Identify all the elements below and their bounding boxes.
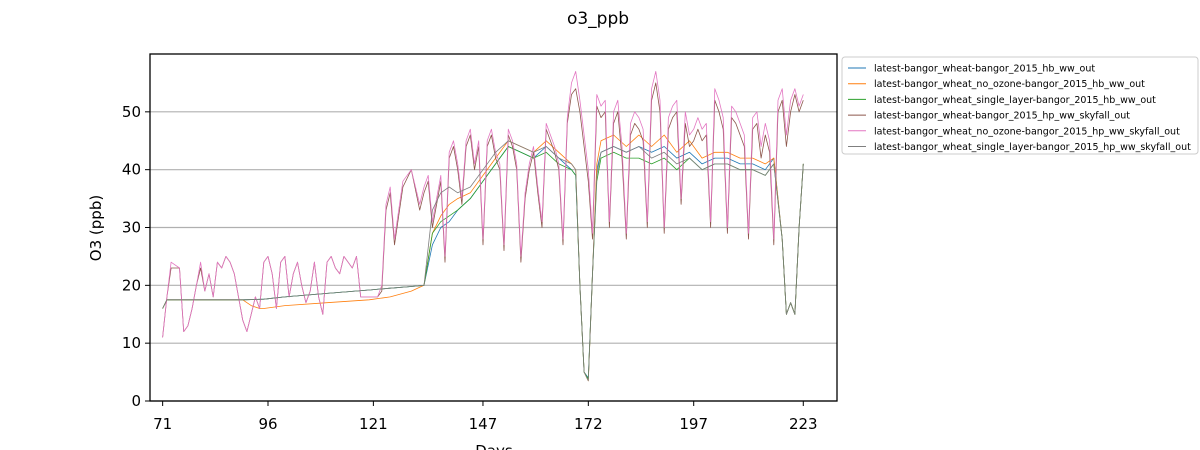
x-axis-ticks: 71 96 121 147 172 197 223 [153,401,818,433]
x-tick-label-0: 71 [153,415,172,433]
series-lines [162,71,804,382]
legend: latest-bangor_wheat-bangor_2015_hb_ww_ou… [841,56,1199,155]
legend-frame [841,56,1199,155]
y-tick-label-2: 20 [122,276,141,294]
series-line-6 [162,140,804,382]
legend-label-5: latest-bangor_wheat_no_ozone-bangor_2015… [874,126,1180,137]
x-tick-label-5: 197 [679,415,708,433]
x-axis-label: Days [475,442,513,450]
x-tick-label-2: 121 [359,415,388,433]
legend-label-1: latest-bangor_wheat-bangor_2015_hb_ww_ou… [874,64,1095,75]
legend-label-2: latest-bangor_wheat_no_ozone-bangor_2015… [874,79,1145,90]
series-line-2 [162,134,804,382]
y-tick-label-0: 0 [131,392,141,410]
x-tick-label-6: 223 [789,415,818,433]
y-axis-label: O3 (ppb) [87,195,105,261]
y-axis-ticks: 0 10 20 30 40 50 [122,103,150,410]
x-tick-label-4: 172 [574,415,603,433]
y-tick-label-1: 10 [122,334,141,352]
y-tick-label-3: 30 [122,219,141,237]
legend-label-6: latest-bangor_wheat_single_layer-bangor_… [874,142,1191,153]
series-line-3 [162,146,804,380]
legend-label-3: latest-bangor_wheat_single_layer-bangor_… [874,95,1156,106]
chart-title: o3_ppb [567,9,629,29]
x-tick-label-1: 96 [258,415,277,433]
series-line-5 [162,71,804,338]
legend-label-4: latest-bangor_wheat-bangor_2015_hp_ww_sk… [874,111,1130,122]
x-tick-label-3: 147 [469,415,498,433]
y-tick-label-5: 50 [122,103,141,121]
y-tick-label-4: 40 [122,161,141,179]
